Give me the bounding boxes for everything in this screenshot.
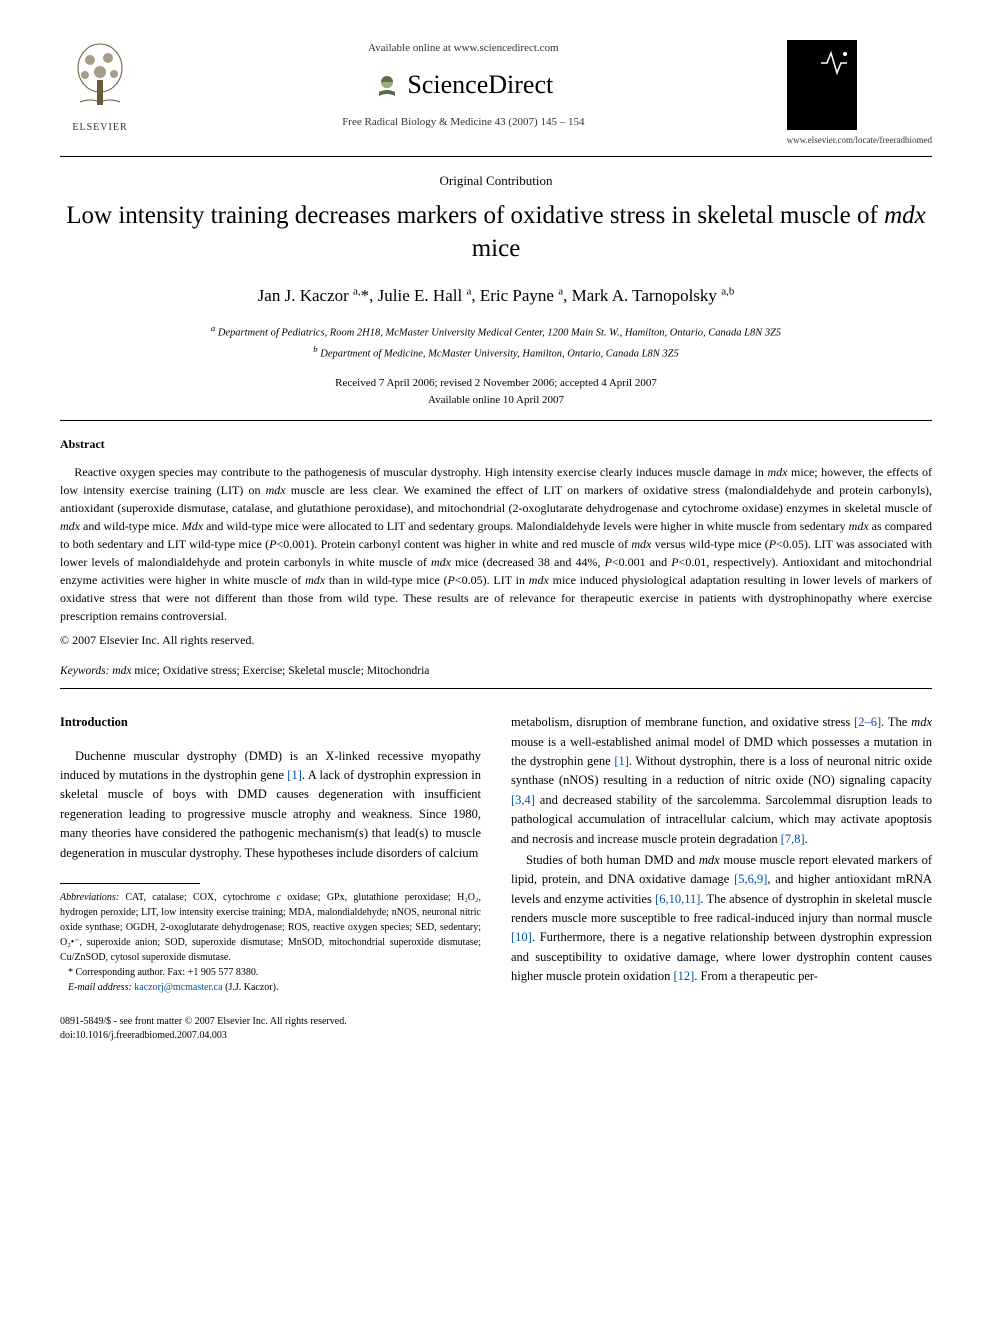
keywords-text: mdx mice; Oxidative stress; Exercise; Sk… [109, 665, 429, 677]
abbrev-label: Abbreviations: [60, 892, 119, 903]
email-footnote: E-mail address: kaczorj@mcmaster.ca (J.J… [60, 980, 481, 995]
sciencedirect-text: ScienceDirect [407, 65, 553, 104]
dates-online: Available online 10 April 2007 [60, 392, 932, 409]
keywords-line: Keywords: mdx mice; Oxidative stress; Ex… [60, 663, 932, 680]
authors-line: Jan J. Kaczor a,*, Julie E. Hall a, Eric… [60, 283, 932, 309]
title-pre: Low intensity training decreases markers… [66, 202, 884, 229]
contribution-type: Original Contribution [60, 171, 932, 191]
header-row: ELSEVIER Available online at www.science… [60, 40, 932, 148]
corresponding-footnote: * Corresponding author. Fax: +1 905 577 … [60, 965, 481, 980]
abstract-heading: Abstract [60, 435, 932, 453]
intro-col2-p1: metabolism, disruption of membrane funct… [511, 713, 932, 849]
journal-reference: Free Radical Biology & Medicine 43 (2007… [160, 114, 767, 131]
sciencedirect-logo: ScienceDirect [160, 65, 767, 104]
journal-url: www.elsevier.com/locate/freeradbiomed [787, 134, 932, 148]
header-center: Available online at www.sciencedirect.co… [140, 40, 787, 130]
affiliation-a: a Department of Pediatrics, Room 2H18, M… [60, 321, 932, 342]
affiliation-a-text: Department of Pediatrics, Room 2H18, McM… [218, 327, 781, 338]
elsevier-logo-block: ELSEVIER [60, 40, 140, 135]
title-italic: mdx [884, 202, 926, 229]
abstract-copyright: © 2007 Elsevier Inc. All rights reserved… [60, 631, 932, 649]
abbreviations-footnote: Abbreviations: CAT, catalase; COX, cytoc… [60, 890, 481, 965]
dates-received: Received 7 April 2006; revised 2 Novembe… [60, 375, 932, 392]
footnote-rule [60, 883, 200, 884]
email-author: (J.J. Kaczor). [225, 982, 278, 993]
email-label: E-mail address: [68, 982, 132, 993]
divider-rule [60, 420, 932, 421]
affiliations: a Department of Pediatrics, Room 2H18, M… [60, 321, 932, 364]
elsevier-tree-icon [70, 40, 130, 110]
intro-heading: Introduction [60, 713, 481, 732]
journal-cover-icon [787, 40, 857, 130]
affiliation-b: b Department of Medicine, McMaster Unive… [60, 342, 932, 363]
footer: 0891-5849/$ - see front matter © 2007 El… [60, 1015, 932, 1043]
intro-p1: Duchenne muscular dystrophy (DMD) is an … [60, 747, 481, 863]
body-columns: Introduction Duchenne muscular dystrophy… [60, 713, 932, 995]
column-left: Introduction Duchenne muscular dystrophy… [60, 713, 481, 995]
sciencedirect-icon [373, 70, 401, 98]
email-link[interactable]: kaczorj@mcmaster.ca [134, 982, 222, 993]
journal-cover-block: www.elsevier.com/locate/freeradbiomed [787, 40, 932, 148]
available-online-text: Available online at www.sciencedirect.co… [160, 40, 767, 57]
affiliation-b-text: Department of Medicine, McMaster Univers… [320, 348, 678, 359]
keywords-label: Keywords: [60, 665, 109, 677]
column-right: metabolism, disruption of membrane funct… [511, 713, 932, 995]
abstract-body: Reactive oxygen species may contribute t… [60, 463, 932, 625]
footer-line2: doi:10.1016/j.freeradbiomed.2007.04.003 [60, 1029, 932, 1043]
intro-col2-p2: Studies of both human DMD and mdx mouse … [511, 851, 932, 987]
elsevier-label: ELSEVIER [60, 120, 140, 135]
article-title: Low intensity training decreases markers… [60, 200, 932, 265]
title-post: mice [472, 235, 521, 262]
article-dates: Received 7 April 2006; revised 2 Novembe… [60, 375, 932, 408]
abbrev-text: CAT, catalase; COX, cytochrome c oxidase… [60, 892, 481, 963]
divider-rule [60, 156, 932, 157]
footer-line1: 0891-5849/$ - see front matter © 2007 El… [60, 1015, 932, 1029]
divider-rule [60, 688, 932, 689]
